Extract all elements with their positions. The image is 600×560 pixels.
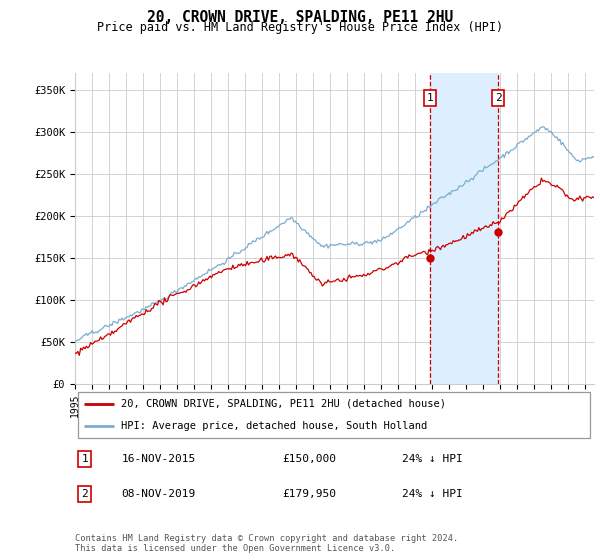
Text: 24% ↓ HPI: 24% ↓ HPI xyxy=(402,489,463,499)
Text: 1: 1 xyxy=(81,454,88,464)
Text: £150,000: £150,000 xyxy=(283,454,337,464)
Text: Price paid vs. HM Land Registry's House Price Index (HPI): Price paid vs. HM Land Registry's House … xyxy=(97,21,503,34)
Text: 2: 2 xyxy=(494,93,502,103)
FancyBboxPatch shape xyxy=(77,393,590,437)
Text: 16-NOV-2015: 16-NOV-2015 xyxy=(122,454,196,464)
Text: £179,950: £179,950 xyxy=(283,489,337,499)
Text: 20, CROWN DRIVE, SPALDING, PE11 2HU: 20, CROWN DRIVE, SPALDING, PE11 2HU xyxy=(147,10,453,25)
Text: HPI: Average price, detached house, South Holland: HPI: Average price, detached house, Sout… xyxy=(121,421,427,431)
Bar xyxy=(430,73,498,384)
Text: 2: 2 xyxy=(81,489,88,499)
Text: 20, CROWN DRIVE, SPALDING, PE11 2HU (detached house): 20, CROWN DRIVE, SPALDING, PE11 2HU (det… xyxy=(121,399,446,409)
Text: Contains HM Land Registry data © Crown copyright and database right 2024.
This d: Contains HM Land Registry data © Crown c… xyxy=(75,534,458,553)
Text: 1: 1 xyxy=(427,93,434,103)
Text: 08-NOV-2019: 08-NOV-2019 xyxy=(122,489,196,499)
Text: 24% ↓ HPI: 24% ↓ HPI xyxy=(402,454,463,464)
